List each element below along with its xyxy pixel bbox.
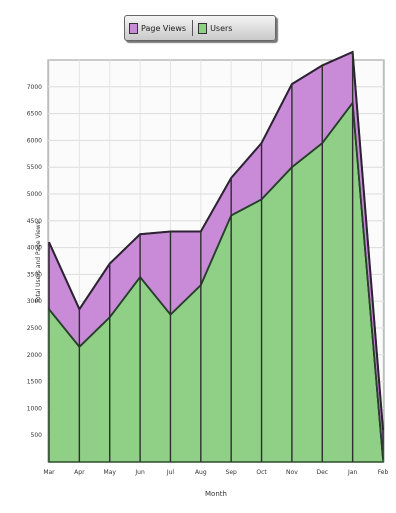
y-tick-label: 6000 bbox=[27, 137, 42, 144]
x-tick-label: Sep bbox=[226, 469, 238, 476]
legend-label-page-views: Page Views bbox=[141, 23, 187, 33]
y-tick-label: 4000 bbox=[27, 245, 42, 252]
y-tick-label: 7000 bbox=[27, 84, 42, 91]
line-page-views-top bbox=[48, 50, 384, 430]
x-tick-labels: Mar Apr May Jun Jul Aug Sep Oct Nov Dec Jan Feb bbox=[43, 469, 388, 476]
users-swatch bbox=[198, 22, 208, 34]
x-tick-label: Oct bbox=[256, 469, 267, 476]
x-tick-label: Feb bbox=[378, 469, 389, 476]
y-tick-label: 6500 bbox=[27, 111, 42, 118]
x-tick-label: Dec bbox=[316, 469, 328, 476]
y-tick-label: 1000 bbox=[27, 405, 42, 412]
y-tick-labels: 500 1000 1500 2000 2500 3000 3500 4000 4500 5000 5… bbox=[27, 84, 42, 439]
y-tick-label: 5500 bbox=[27, 164, 42, 171]
x-tick-label: Aug bbox=[195, 469, 207, 476]
legend: Page Views Users bbox=[124, 15, 276, 41]
x-tick-label: Jun bbox=[134, 469, 145, 476]
legend-divider bbox=[192, 20, 194, 36]
x-tick-label: Jan bbox=[347, 469, 357, 476]
y-tick-label: 3000 bbox=[27, 298, 42, 305]
x-tick-label: May bbox=[104, 469, 117, 476]
y-axis-label: Total Users and Page Views bbox=[35, 221, 42, 304]
line-users-top bbox=[48, 100, 384, 460]
legend-item-users: Users bbox=[198, 22, 233, 34]
y-tick-label: 3500 bbox=[27, 271, 42, 278]
drop-lines bbox=[78, 51, 354, 462]
y-tick-label: 2500 bbox=[27, 325, 42, 332]
x-tick-label: Apr bbox=[74, 469, 85, 476]
page-views-swatch bbox=[129, 22, 138, 34]
y-tick-label: 500 bbox=[31, 432, 43, 439]
y-tick-label: 4500 bbox=[27, 218, 42, 225]
legend-item-page-views: Page Views bbox=[129, 22, 187, 34]
x-axis-label: Month bbox=[205, 490, 227, 498]
legend-label-users: Users bbox=[210, 23, 233, 33]
x-tick-label: Mar bbox=[43, 469, 55, 476]
y-tick-label: 1500 bbox=[27, 379, 42, 386]
x-tick-label: Jul bbox=[166, 469, 175, 476]
y-tick-label: 5000 bbox=[27, 191, 42, 198]
x-tick-label: Nov bbox=[286, 469, 298, 476]
y-tick-label: 2000 bbox=[27, 352, 42, 359]
